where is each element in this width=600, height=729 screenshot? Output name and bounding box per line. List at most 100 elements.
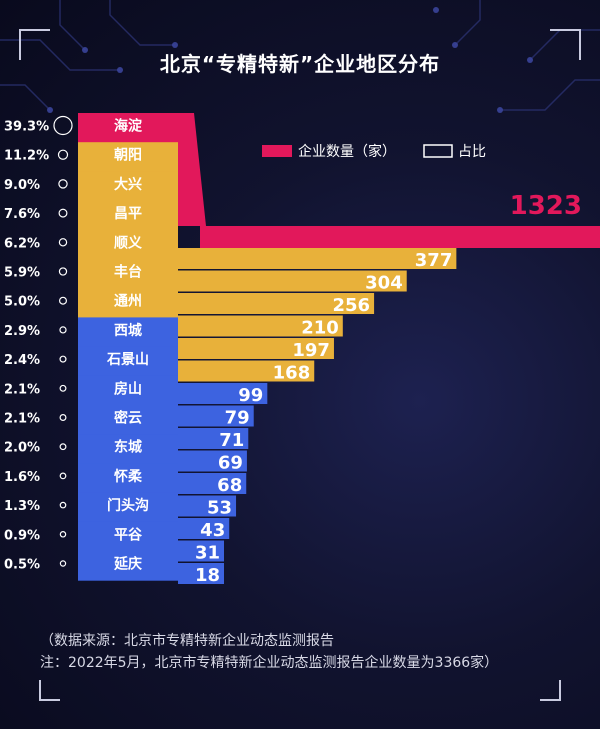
share-circle-icon	[58, 208, 68, 218]
category-block	[78, 463, 178, 494]
share-label: 0.5%	[4, 558, 40, 573]
chart-title: 北京“专精特新”企业地区分布	[159, 52, 441, 76]
category-block	[78, 113, 178, 143]
value-label: 53	[207, 498, 232, 519]
value-label: 18	[195, 565, 220, 586]
bar	[178, 270, 407, 292]
share-label: 1.3%	[4, 499, 40, 514]
category-block	[78, 142, 178, 172]
category-block	[78, 200, 178, 231]
category-label: 西城	[114, 322, 142, 339]
category-block	[78, 434, 178, 464]
count-note: 注：2022年5月，北京市专精特新企业动态监测报告企业数量为3366家）	[40, 655, 499, 671]
category-label: 通州	[114, 294, 142, 310]
value-label: 210	[301, 318, 339, 339]
share-label: 2.4%	[4, 353, 40, 368]
bar	[178, 315, 343, 337]
share-circle-icon	[58, 296, 67, 305]
bar	[178, 540, 224, 562]
share-circle-icon	[59, 355, 67, 363]
value-label: 197	[292, 340, 330, 361]
legend-swatch-count	[262, 145, 292, 157]
share-label: 1.6%	[4, 470, 40, 485]
share-circle-icon	[59, 414, 67, 421]
share-label: 2.0%	[4, 441, 40, 456]
category-block	[78, 375, 178, 406]
value-label: 99	[238, 385, 263, 406]
bar	[178, 473, 247, 494]
share-circle-icon	[58, 267, 68, 276]
share-circle-icon	[58, 238, 68, 247]
bar	[178, 338, 334, 359]
category-label: 朝阳	[114, 147, 142, 164]
value-label: 1323	[510, 191, 582, 221]
category-block	[78, 288, 178, 318]
source-note: （数据来源：北京市专精特新企业动态监测报告	[40, 633, 334, 649]
footnotes: （数据来源：北京市专精特新企业动态监测报告 注：2022年5月，北京市专精特新企…	[40, 630, 580, 674]
bar-connector	[178, 113, 206, 226]
category-label: 怀柔	[114, 468, 143, 485]
category-label: 昌平	[114, 206, 142, 222]
category-label: 大兴	[114, 176, 142, 193]
category-label: 丰台	[114, 264, 142, 281]
share-circle-icon	[59, 384, 67, 392]
category-label: 顺义	[114, 234, 142, 251]
bar	[178, 383, 268, 404]
bar	[178, 428, 249, 449]
category-block	[78, 259, 178, 289]
category-label: 石景山	[106, 352, 149, 368]
share-label: 2.9%	[4, 324, 40, 339]
category-label: 平谷	[114, 527, 143, 543]
value-label: 304	[365, 273, 403, 294]
share-label: 2.1%	[4, 382, 40, 397]
bar	[178, 563, 224, 584]
bar	[178, 518, 230, 539]
share-label: 6.2%	[4, 236, 40, 251]
category-block	[78, 492, 178, 523]
bar	[178, 293, 375, 314]
category-label: 房山	[114, 380, 142, 397]
share-label: 2.1%	[4, 412, 40, 427]
category-label: 密云	[113, 410, 142, 427]
legend-label-count: 企业数量（家）	[298, 143, 396, 160]
bar	[178, 495, 237, 517]
value-label: 168	[273, 363, 311, 384]
value-label: 69	[218, 453, 243, 474]
category-label: 海淀	[114, 118, 143, 135]
share-label: 9.0%	[4, 178, 40, 193]
category-label: 东城	[114, 439, 142, 456]
legend-swatch-share	[423, 144, 453, 158]
category-block	[78, 551, 178, 581]
share-circle-icon	[59, 326, 67, 334]
value-label: 256	[333, 295, 371, 316]
category-block	[78, 521, 178, 552]
value-label: 43	[200, 520, 225, 541]
share-label: 5.0%	[4, 295, 40, 310]
value-label: 377	[415, 250, 453, 271]
category-block	[78, 317, 178, 348]
share-circle-icon	[57, 149, 69, 160]
bar	[178, 450, 247, 472]
share-circle-icon	[59, 560, 67, 567]
share-circle-icon	[59, 472, 67, 480]
value-label: 31	[195, 543, 220, 564]
share-label: 39.3%	[4, 120, 49, 135]
category-block	[78, 171, 178, 202]
share-label: 0.9%	[4, 528, 40, 543]
bar	[178, 405, 254, 427]
category-block	[78, 346, 178, 377]
share-circle-icon	[59, 501, 67, 509]
legend-label-share: 占比	[458, 144, 486, 160]
value-label: 79	[225, 408, 250, 429]
share-circle-icon	[58, 179, 68, 189]
bar	[200, 226, 600, 248]
category-label: 门头沟	[107, 497, 149, 514]
share-circle-icon	[59, 443, 67, 451]
legend: 企业数量（家） 占比	[262, 143, 486, 160]
bar	[178, 248, 457, 269]
share-circle-icon	[59, 531, 67, 538]
value-label: 71	[219, 430, 244, 451]
